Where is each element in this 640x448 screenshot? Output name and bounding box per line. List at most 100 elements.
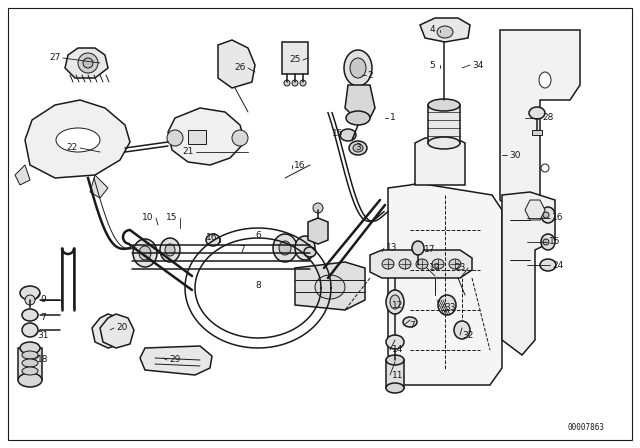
Ellipse shape: [22, 323, 38, 337]
Ellipse shape: [543, 212, 549, 218]
Ellipse shape: [403, 317, 417, 327]
Text: 29: 29: [170, 356, 180, 365]
Polygon shape: [500, 30, 580, 218]
Ellipse shape: [133, 239, 157, 267]
Ellipse shape: [304, 247, 316, 257]
Ellipse shape: [353, 144, 363, 152]
Text: 22: 22: [67, 143, 77, 152]
Text: 30: 30: [509, 151, 521, 159]
Ellipse shape: [295, 236, 315, 260]
Text: 24: 24: [552, 260, 564, 270]
Ellipse shape: [20, 286, 40, 300]
Ellipse shape: [22, 359, 38, 367]
Polygon shape: [92, 314, 126, 348]
Ellipse shape: [22, 351, 38, 359]
Text: 18: 18: [37, 356, 49, 365]
Text: 15: 15: [166, 214, 178, 223]
Ellipse shape: [206, 234, 220, 246]
Ellipse shape: [139, 246, 151, 260]
Ellipse shape: [160, 238, 180, 262]
Ellipse shape: [292, 80, 298, 86]
Text: 34: 34: [472, 60, 484, 69]
Polygon shape: [15, 165, 30, 185]
Ellipse shape: [437, 26, 453, 38]
Ellipse shape: [540, 259, 556, 271]
Text: 21: 21: [182, 147, 194, 156]
Text: 7: 7: [40, 314, 46, 323]
Text: 8: 8: [255, 280, 261, 289]
Text: 16: 16: [294, 160, 306, 169]
Text: 4: 4: [429, 26, 435, 34]
Ellipse shape: [350, 58, 366, 78]
Text: 15: 15: [332, 129, 344, 138]
Ellipse shape: [416, 259, 428, 269]
Ellipse shape: [349, 141, 367, 155]
Ellipse shape: [541, 207, 555, 223]
Ellipse shape: [412, 241, 424, 255]
Text: 28: 28: [542, 113, 554, 122]
Text: 15: 15: [549, 237, 561, 246]
Text: 5: 5: [429, 60, 435, 69]
Ellipse shape: [386, 383, 404, 393]
Polygon shape: [308, 218, 328, 244]
Text: 1: 1: [390, 113, 396, 122]
Polygon shape: [415, 138, 465, 185]
Text: 26: 26: [234, 64, 246, 73]
Ellipse shape: [428, 137, 460, 149]
Text: 17: 17: [424, 246, 436, 254]
Text: 12: 12: [392, 301, 404, 310]
Ellipse shape: [449, 259, 461, 269]
Ellipse shape: [386, 355, 404, 365]
Text: 13: 13: [387, 244, 397, 253]
Ellipse shape: [165, 244, 175, 256]
Bar: [188, 130, 206, 144]
Ellipse shape: [232, 130, 248, 146]
Bar: [18, 348, 42, 380]
Ellipse shape: [438, 295, 456, 315]
Bar: [282, 42, 308, 74]
Ellipse shape: [541, 234, 555, 250]
Bar: [428, 105, 460, 143]
Polygon shape: [525, 200, 545, 220]
Ellipse shape: [382, 259, 394, 269]
Polygon shape: [140, 346, 212, 375]
Text: 2: 2: [367, 70, 373, 79]
Text: 16: 16: [206, 233, 218, 242]
Text: 31: 31: [37, 331, 49, 340]
Ellipse shape: [386, 290, 404, 314]
Polygon shape: [502, 192, 555, 355]
Ellipse shape: [344, 50, 372, 86]
Ellipse shape: [432, 259, 444, 269]
Ellipse shape: [56, 128, 100, 152]
Text: 32: 32: [462, 331, 474, 340]
Text: 23: 23: [454, 263, 466, 272]
Ellipse shape: [279, 241, 291, 255]
Text: 7: 7: [409, 320, 415, 329]
Ellipse shape: [273, 234, 297, 262]
Text: 27: 27: [49, 53, 61, 63]
Ellipse shape: [20, 342, 40, 354]
Ellipse shape: [543, 239, 549, 245]
Polygon shape: [100, 314, 134, 348]
Text: 16: 16: [552, 214, 564, 223]
Ellipse shape: [83, 58, 93, 68]
Ellipse shape: [454, 321, 470, 339]
Ellipse shape: [529, 107, 545, 119]
Text: 10: 10: [142, 214, 154, 223]
Ellipse shape: [541, 164, 549, 172]
Text: 25: 25: [289, 56, 301, 65]
Text: 6: 6: [255, 231, 261, 240]
Ellipse shape: [284, 80, 290, 86]
Text: 9: 9: [40, 296, 46, 305]
Polygon shape: [218, 40, 255, 88]
Ellipse shape: [167, 130, 183, 146]
Ellipse shape: [539, 72, 551, 88]
Ellipse shape: [78, 53, 98, 73]
Ellipse shape: [346, 111, 370, 125]
Text: 20: 20: [116, 323, 128, 332]
Ellipse shape: [300, 80, 306, 86]
Bar: [532, 130, 542, 135]
Text: 7: 7: [239, 246, 245, 254]
Polygon shape: [345, 85, 375, 118]
Ellipse shape: [18, 373, 42, 387]
